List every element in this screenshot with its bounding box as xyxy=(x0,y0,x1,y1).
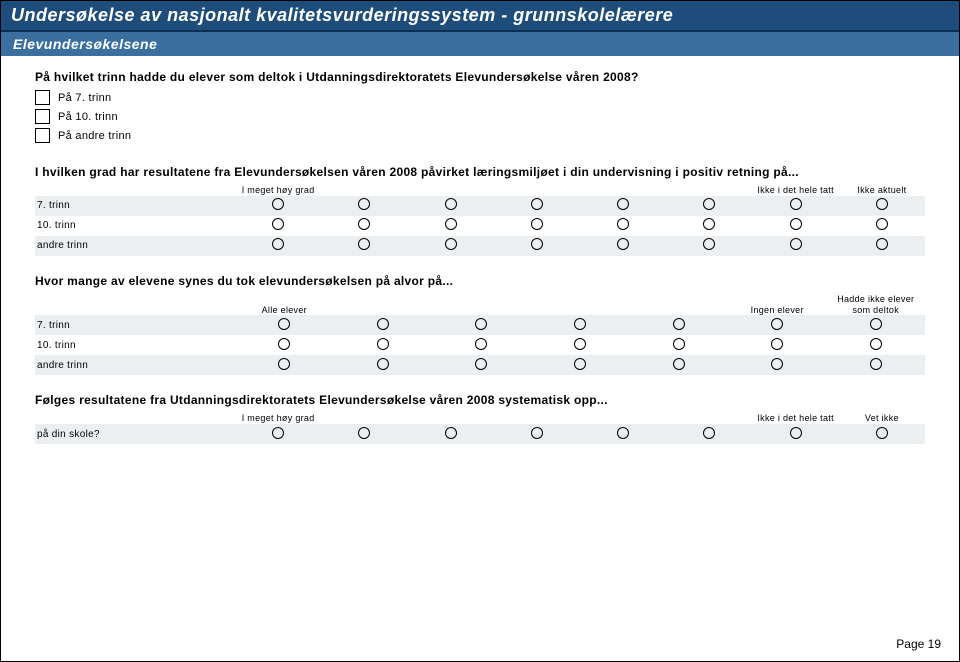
matrix-row-label: 7. trinn xyxy=(35,320,235,331)
radio-icon[interactable] xyxy=(531,238,543,250)
radio-icon[interactable] xyxy=(272,238,284,250)
matrix-row: andre trinn xyxy=(35,236,925,256)
matrix-col-header: Ikke i det hele tatt xyxy=(753,185,839,196)
q1-option-label: På 7. trinn xyxy=(58,92,111,104)
radio-icon[interactable] xyxy=(703,427,715,439)
matrix-row-label: andre trinn xyxy=(35,240,235,251)
matrix-row: på din skole? xyxy=(35,424,925,444)
q4-matrix: I meget høy grad Ikke i det hele tattVet … xyxy=(35,413,925,444)
radio-icon[interactable] xyxy=(703,238,715,250)
matrix-col-header: Hadde ikke elever som deltok xyxy=(826,294,925,316)
radio-icon[interactable] xyxy=(790,198,802,210)
radio-icon[interactable] xyxy=(272,198,284,210)
radio-icon[interactable] xyxy=(876,218,888,230)
q3-text: Hvor mange av elevene synes du tok elevu… xyxy=(35,274,925,288)
radio-icon[interactable] xyxy=(870,358,882,370)
matrix-col-header: Alle elever xyxy=(235,305,334,316)
radio-icon[interactable] xyxy=(617,238,629,250)
radio-icon[interactable] xyxy=(790,238,802,250)
radio-icon[interactable] xyxy=(475,318,487,330)
q2-matrix: I meget høy grad Ikke i det hele tattIkke… xyxy=(35,185,925,256)
radio-icon[interactable] xyxy=(574,318,586,330)
radio-icon[interactable] xyxy=(358,427,370,439)
radio-icon[interactable] xyxy=(703,218,715,230)
q3-matrix: Alle elever Ingen eleverHadde ikke elever… xyxy=(35,294,925,376)
radio-icon[interactable] xyxy=(358,218,370,230)
matrix-col-header: I meget høy grad xyxy=(235,185,321,196)
matrix-col-header: Ingen elever xyxy=(728,305,827,316)
page-title: Undersøkelse av nasjonalt kvalitetsvurde… xyxy=(1,1,959,32)
radio-icon[interactable] xyxy=(771,318,783,330)
radio-icon[interactable] xyxy=(673,318,685,330)
radio-icon[interactable] xyxy=(531,218,543,230)
matrix-row-label: 10. trinn xyxy=(35,340,235,351)
radio-icon[interactable] xyxy=(790,427,802,439)
radio-icon[interactable] xyxy=(445,427,457,439)
radio-icon[interactable] xyxy=(531,198,543,210)
radio-icon[interactable] xyxy=(445,198,457,210)
radio-icon[interactable] xyxy=(870,338,882,350)
checkbox-icon[interactable] xyxy=(35,128,50,143)
checkbox-icon[interactable] xyxy=(35,90,50,105)
radio-icon[interactable] xyxy=(703,198,715,210)
radio-icon[interactable] xyxy=(673,358,685,370)
radio-icon[interactable] xyxy=(377,358,389,370)
radio-icon[interactable] xyxy=(475,358,487,370)
page: Undersøkelse av nasjonalt kvalitetsvurde… xyxy=(0,0,960,662)
q1-option[interactable]: På 7. trinn xyxy=(35,90,925,105)
radio-icon[interactable] xyxy=(617,427,629,439)
matrix-col-header: Ikke i det hele tatt xyxy=(753,413,839,424)
radio-icon[interactable] xyxy=(876,427,888,439)
radio-icon[interactable] xyxy=(574,358,586,370)
q1-text: På hvilket trinn hadde du elever som del… xyxy=(35,70,925,84)
checkbox-icon[interactable] xyxy=(35,109,50,124)
radio-icon[interactable] xyxy=(278,338,290,350)
radio-icon[interactable] xyxy=(771,338,783,350)
matrix-row-label: på din skole? xyxy=(35,429,235,440)
radio-icon[interactable] xyxy=(377,338,389,350)
content: På hvilket trinn hadde du elever som del… xyxy=(1,56,959,444)
matrix-row-label: 7. trinn xyxy=(35,200,235,211)
radio-icon[interactable] xyxy=(272,427,284,439)
radio-icon[interactable] xyxy=(531,427,543,439)
matrix-row-label: andre trinn xyxy=(35,360,235,371)
radio-icon[interactable] xyxy=(358,198,370,210)
radio-icon[interactable] xyxy=(358,238,370,250)
radio-icon[interactable] xyxy=(475,338,487,350)
page-number: Page 19 xyxy=(896,637,941,651)
radio-icon[interactable] xyxy=(876,198,888,210)
matrix-col-header: Vet ikke xyxy=(839,413,925,424)
radio-icon[interactable] xyxy=(617,198,629,210)
q2-text: I hvilken grad har resultatene fra Elevu… xyxy=(35,165,925,179)
q1-option-label: På andre trinn xyxy=(58,130,131,142)
radio-icon[interactable] xyxy=(574,338,586,350)
radio-icon[interactable] xyxy=(272,218,284,230)
q1-option[interactable]: På 10. trinn xyxy=(35,109,925,124)
matrix-row: 7. trinn xyxy=(35,315,925,335)
radio-icon[interactable] xyxy=(617,218,629,230)
matrix-row: andre trinn xyxy=(35,355,925,375)
radio-icon[interactable] xyxy=(278,318,290,330)
radio-icon[interactable] xyxy=(445,238,457,250)
radio-icon[interactable] xyxy=(790,218,802,230)
q1-option-label: På 10. trinn xyxy=(58,111,118,123)
matrix-col-header: Ikke aktuelt xyxy=(839,185,925,196)
radio-icon[interactable] xyxy=(278,358,290,370)
section-title: Elevundersøkelsene xyxy=(1,32,959,56)
matrix-row: 7. trinn xyxy=(35,196,925,216)
q1-option[interactable]: På andre trinn xyxy=(35,128,925,143)
radio-icon[interactable] xyxy=(377,318,389,330)
matrix-col-header: I meget høy grad xyxy=(235,413,321,424)
radio-icon[interactable] xyxy=(771,358,783,370)
radio-icon[interactable] xyxy=(673,338,685,350)
radio-icon[interactable] xyxy=(870,318,882,330)
matrix-row: 10. trinn xyxy=(35,335,925,355)
radio-icon[interactable] xyxy=(445,218,457,230)
matrix-row-label: 10. trinn xyxy=(35,220,235,231)
q4-text: Følges resultatene fra Utdanningsdirekto… xyxy=(35,393,925,407)
matrix-row: 10. trinn xyxy=(35,216,925,236)
radio-icon[interactable] xyxy=(876,238,888,250)
